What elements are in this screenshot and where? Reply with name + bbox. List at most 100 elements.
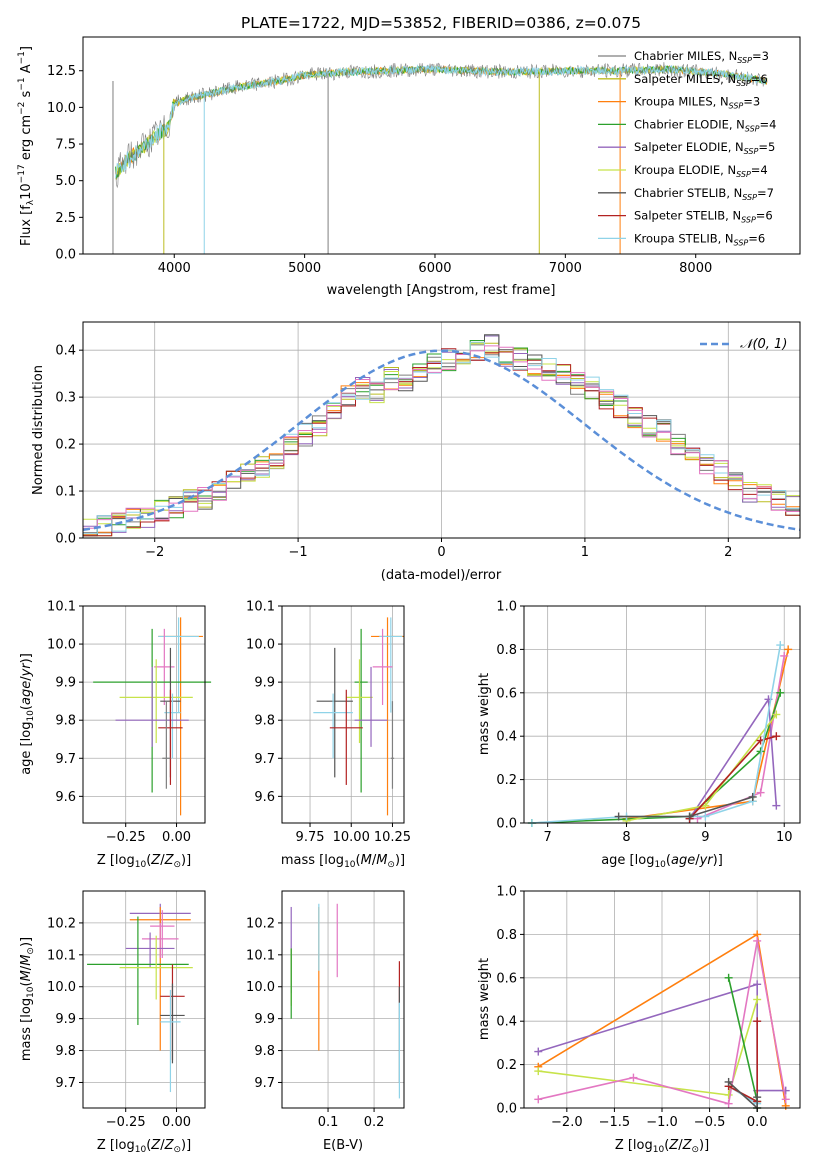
- residual-plot-area: [82, 322, 801, 539]
- spectrum-plot-area: [112, 62, 768, 254]
- y-tick-label: 9.7: [55, 752, 76, 767]
- spectrum-legend-label: Salpeter ELODIE, NSSP=5: [634, 140, 775, 156]
- y-tick-label: 0.0: [496, 1102, 517, 1117]
- x-tick-label: 9: [701, 830, 709, 845]
- y-tick-label: 0.4: [55, 344, 76, 359]
- spectrum-legend-label: Kroupa ELODIE, NSSP=4: [634, 163, 768, 179]
- age-weight-ylabel: mass weight: [477, 673, 492, 755]
- errorbar-point: [371, 617, 404, 816]
- errorbar-point: [119, 935, 193, 1000]
- x-tick-label: −2: [145, 545, 164, 560]
- z-mass-xlabel: Z [log10(Z/Z⊙)]: [97, 1138, 191, 1155]
- errorbar-point: [87, 916, 189, 1026]
- x-tick-label: 9.75: [296, 830, 325, 845]
- mass-age-panel: 9.75 10.00 10.25 9.6 9.7 9.8 9.9 10.0 10.1 mass …: [246, 600, 411, 871]
- y-tick-label: 12.5: [47, 64, 76, 79]
- age-weight-panel: 7 8 9 10 0.0 0.2 0.4 0.6 0.8 1.0 age [log10(age/y…: [477, 600, 801, 870]
- x-tick-label: 5000: [288, 261, 321, 276]
- y-tick-label: 9.9: [254, 1012, 275, 1027]
- errorbar-point: [158, 689, 183, 785]
- y-tick-label: 10.0: [47, 980, 76, 995]
- z-weight-axes: −2.0 −1.5 −1.0 −0.5 0.0 0.0 0.2 0.4 0.6 0.8 1.0: [496, 885, 767, 1131]
- y-tick-label: 10.0: [47, 638, 76, 653]
- x-tick-label: 7: [544, 830, 552, 845]
- z-age-ylabel: age [log10(age/yr)]: [19, 653, 36, 775]
- z-weight-panel: −2.0 −1.5 −1.0 −0.5 0.0 0.0 0.2 0.4 0.6 0.8 1.0 Z …: [477, 885, 801, 1155]
- spectrum-legend-label: Chabrier ELODIE, NSSP=4: [634, 117, 776, 133]
- normal-curve: [82, 349, 801, 532]
- spectrum-legend: Chabrier MILES, NSSP=3 Salpeter MILES, NS…: [598, 49, 776, 247]
- y-tick-label: 9.8: [254, 1044, 275, 1059]
- x-tick-label: 4000: [158, 261, 191, 276]
- y-tick-label: 9.9: [55, 1012, 76, 1027]
- spectrum-ylabel: Flux [fλ10−17 erg cm−2 s−1 A−1]: [17, 46, 36, 246]
- y-tick-label: 0.1: [55, 485, 76, 500]
- y-tick-label: 9.9: [55, 676, 76, 691]
- errorbar-point: [125, 932, 175, 968]
- x-tick-label: 0.00: [162, 830, 191, 845]
- errorbar-point: [160, 989, 181, 1093]
- z-age-axes: −0.25 0.00 9.6 9.7 9.8 9.9 10.0 10.1: [47, 600, 191, 846]
- z-weight-plot-area: [524, 890, 800, 1112]
- spectrum-legend-label: Chabrier STELIB, NSSP=7: [634, 186, 774, 202]
- ebv-mass-frame: [281, 890, 405, 1109]
- y-tick-label: 5.0: [55, 174, 76, 189]
- x-tick-label: −0.5: [694, 1115, 726, 1130]
- errorbar-point: [313, 693, 353, 759]
- spectrum-axes: 4000 5000 6000 7000 8000 0.0 2.5 5.0 7.5 10.0 12.5: [47, 64, 712, 276]
- y-tick-label: 10.2: [246, 916, 275, 931]
- y-tick-label: 10.2: [47, 916, 76, 931]
- y-tick-label: 9.7: [254, 752, 275, 767]
- x-tick-label: −1: [289, 545, 308, 560]
- y-tick-label: 9.8: [55, 714, 76, 729]
- normal-legend: 𝒩(0, 1): [700, 337, 787, 352]
- errorbar-point: [115, 666, 189, 747]
- y-tick-label: 9.8: [55, 1044, 76, 1059]
- errorbar-point: [372, 628, 393, 705]
- ebv-mass-axes: 0.1 0.2 9.7 9.8 9.9 10.0 10.1 10.2: [246, 916, 384, 1130]
- z-mass-ylabel: mass [log10(M/M⊙)]: [19, 937, 36, 1061]
- age-weight-axes: 7 8 9 10 0.0 0.2 0.4 0.6 0.8 1.0: [496, 600, 792, 846]
- y-tick-label: 10.1: [47, 948, 76, 963]
- x-tick-label: −1.5: [599, 1115, 631, 1130]
- z-mass-panel: −0.25 0.00 9.7 9.8 9.9 10.0 10.1 10.2 Z [log10(…: [19, 890, 206, 1155]
- spectrum-legend-label: Salpeter STELIB, NSSP=6: [634, 209, 773, 225]
- y-tick-label: 0.0: [55, 248, 76, 263]
- spectrum-legend-label: Kroupa STELIB, NSSP=6: [634, 231, 765, 247]
- z-age-xlabel: Z [log10(Z/Z⊙)]: [97, 853, 191, 870]
- errorbar-point: [160, 983, 185, 1064]
- residual-panel: −2 −1 0 1 2 0.0 0.1 0.2 0.3 0.4 (data-model)/erro…: [31, 321, 801, 583]
- mass-age-frame: [281, 605, 405, 824]
- normal-legend-label: 𝒩(0, 1): [740, 337, 787, 352]
- y-tick-label: 0.4: [496, 730, 517, 745]
- z-age-plot-area: [83, 605, 212, 823]
- spectrum-panel: PLATE=1722, MJD=53852, FIBERID=0386, z=0…: [17, 14, 801, 298]
- y-tick-label: 0.0: [55, 532, 76, 547]
- weight-line-kroupa-stelib: [531, 644, 782, 824]
- x-tick-label: −0.25: [106, 830, 146, 845]
- y-tick-label: 9.7: [254, 1076, 275, 1091]
- spectrum-xlabel: wavelength [Angstrom, rest frame]: [327, 283, 556, 298]
- spectrum-legend-label: Chabrier MILES, NSSP=3: [634, 49, 769, 65]
- x-tick-label: 8: [622, 830, 630, 845]
- errorbar-point: [390, 701, 395, 789]
- y-tick-label: 9.9: [254, 676, 275, 691]
- z-weight-ylabel: mass weight: [477, 958, 492, 1040]
- errorbar-point: [158, 617, 199, 713]
- spectrum-legend-label: Kroupa MILES, NSSP=3: [634, 95, 760, 111]
- y-tick-label: 0.2: [496, 773, 517, 788]
- residual-axes: −2 −1 0 1 2 0.0 0.1 0.2 0.3 0.4: [55, 344, 732, 560]
- weight-line-kroupa-stelib: [728, 1021, 758, 1106]
- z-age-frame: [82, 605, 206, 824]
- y-tick-label: 0.8: [496, 643, 517, 658]
- x-tick-label: 1: [581, 545, 589, 560]
- errorbar-point: [141, 922, 179, 959]
- y-tick-label: 0.8: [496, 928, 517, 943]
- y-tick-label: 0.4: [496, 1015, 517, 1030]
- errorbar-point: [150, 910, 175, 959]
- y-tick-label: 0.2: [496, 1058, 517, 1073]
- y-tick-label: 0.2: [55, 438, 76, 453]
- age-weight-plot-area: [524, 605, 800, 827]
- y-tick-label: 0.3: [55, 391, 76, 406]
